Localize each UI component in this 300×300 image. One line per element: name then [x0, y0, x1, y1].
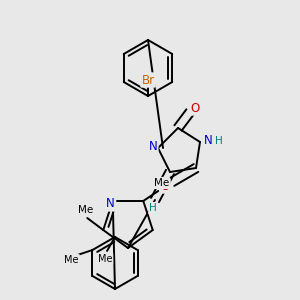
Text: H: H — [215, 136, 223, 146]
Text: O: O — [190, 101, 200, 115]
Text: Me: Me — [98, 254, 112, 264]
Text: Me: Me — [154, 178, 169, 188]
Text: N: N — [148, 140, 158, 152]
Text: N: N — [106, 197, 115, 211]
Text: O: O — [160, 179, 169, 193]
Text: Me: Me — [64, 255, 79, 265]
Text: N: N — [204, 134, 212, 146]
Text: Br: Br — [141, 74, 154, 86]
Text: Me: Me — [78, 205, 93, 215]
Text: H: H — [149, 203, 157, 213]
